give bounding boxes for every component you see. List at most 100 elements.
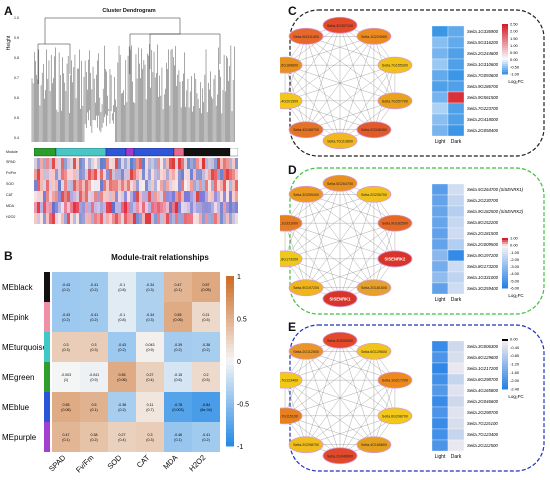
cell-value-label: 0.5 — [92, 403, 97, 407]
trait-heat-strip — [34, 148, 238, 224]
cell-value-label: 0.27 — [119, 433, 126, 437]
legend-gradient-step — [226, 369, 234, 375]
trait-cell — [118, 191, 121, 202]
trait-cell — [175, 191, 178, 202]
panel-letter-a: A — [4, 4, 13, 18]
trait-cell — [127, 158, 130, 169]
fc-legend-step — [502, 367, 508, 370]
network-edge — [305, 36, 396, 101]
fc-legend-tick: -5.00 — [510, 278, 520, 283]
legend-gradient-step — [226, 361, 234, 366]
cell-value-label: -0.1 — [119, 283, 125, 287]
heatmap-cell — [80, 302, 108, 332]
trait-cell — [220, 169, 223, 180]
fc-legend-step — [502, 363, 508, 366]
network-node — [356, 121, 392, 139]
fc-legend-step — [502, 26, 508, 29]
network-node-label: Seita.2G046600 — [327, 454, 353, 458]
trait-cell — [85, 191, 88, 202]
trait-cell — [151, 213, 154, 224]
network-edge — [305, 36, 341, 141]
trait-cell — [58, 213, 61, 224]
fc-legend-step — [502, 371, 508, 374]
trait-cell — [199, 213, 202, 224]
network-edge — [339, 25, 396, 101]
heatmap-cell — [192, 392, 220, 422]
trait-cell — [190, 158, 193, 169]
fc-legend-step — [502, 60, 508, 63]
trait-cell — [103, 202, 106, 213]
trait-cell — [172, 213, 175, 224]
fc-legend-step — [502, 284, 508, 287]
panel-letter-b: B — [4, 249, 13, 263]
trait-label: SOD — [6, 182, 14, 186]
trait-cell — [235, 169, 238, 180]
module-color-segment — [125, 148, 135, 157]
heatmap-cell — [52, 272, 80, 302]
trait-cell — [178, 169, 181, 180]
trait-cell — [208, 158, 211, 169]
cell-pvalue-label: (0.3) — [146, 438, 153, 442]
trait-cell — [73, 180, 76, 191]
network-node — [288, 279, 324, 297]
expression-cell — [431, 47, 449, 60]
trait-cell — [109, 202, 112, 213]
expression-cell — [431, 124, 449, 137]
trait-cell — [106, 213, 109, 224]
trait-cell — [127, 169, 130, 180]
network-node — [377, 92, 413, 110]
trait-cell — [208, 202, 211, 213]
network-edge — [284, 65, 375, 130]
network-node-label: Seita.7G155300 — [382, 64, 408, 68]
trait-cell — [226, 180, 229, 191]
network-node — [280, 92, 303, 110]
expression-cell — [431, 227, 449, 240]
trait-cell — [67, 213, 70, 224]
trait-cell — [199, 158, 202, 169]
trait-cell — [94, 169, 97, 180]
network-node — [377, 371, 413, 389]
network-node-label: Seita.9G197200 — [293, 286, 319, 290]
trait-cell — [82, 180, 85, 191]
trait-cell — [100, 169, 103, 180]
network-node — [288, 342, 324, 360]
trait-cell — [133, 169, 136, 180]
gene-label: Seita.3G006300 — [467, 344, 499, 349]
trait-cell — [115, 158, 118, 169]
trait-cell — [232, 158, 235, 169]
network-node-label: Seita.3G006300 — [327, 339, 353, 343]
fc-legend-step — [502, 256, 508, 259]
trait-cell — [64, 158, 67, 169]
trait-cell — [202, 202, 205, 213]
trait-cell — [154, 213, 157, 224]
heatmap-cell — [192, 272, 220, 302]
network-node — [288, 185, 324, 203]
module-color-swatch — [44, 332, 50, 362]
trait-cell — [40, 180, 43, 191]
heatmap-title: Module-trait relationships — [111, 253, 209, 262]
condition-label: Dark — [451, 139, 462, 145]
heatmap-cell — [108, 362, 136, 392]
trait-cell — [82, 158, 85, 169]
fc-legend-step — [502, 44, 508, 47]
cell-pvalue-label: (0.2) — [202, 348, 209, 352]
trait-cell — [118, 169, 121, 180]
module-color-segment — [173, 148, 185, 157]
fc-legend-step — [502, 286, 508, 289]
trait-cell — [181, 169, 184, 180]
module-color-segment — [55, 148, 107, 157]
cell-pvalue-label: (0.5) — [202, 378, 209, 382]
trait-cell — [217, 169, 220, 180]
heatmap-cell — [108, 302, 136, 332]
heatmap-cell — [80, 272, 108, 302]
trait-cell — [112, 169, 115, 180]
expression-cell — [447, 238, 465, 251]
network-panels: Seita.3G357100 Seita.1G224900 Seita.7G1553… — [280, 9, 545, 472]
cell-value-label: 0.55 — [63, 403, 70, 407]
module-color-swatch — [44, 302, 50, 332]
heatmap-cell — [52, 302, 80, 332]
cell-pvalue-label: (0.06) — [173, 318, 182, 322]
trait-cell — [112, 158, 115, 169]
highlight-node-label: SiSENRK2 — [384, 256, 406, 261]
cell-value-label: -0.39 — [174, 343, 182, 347]
